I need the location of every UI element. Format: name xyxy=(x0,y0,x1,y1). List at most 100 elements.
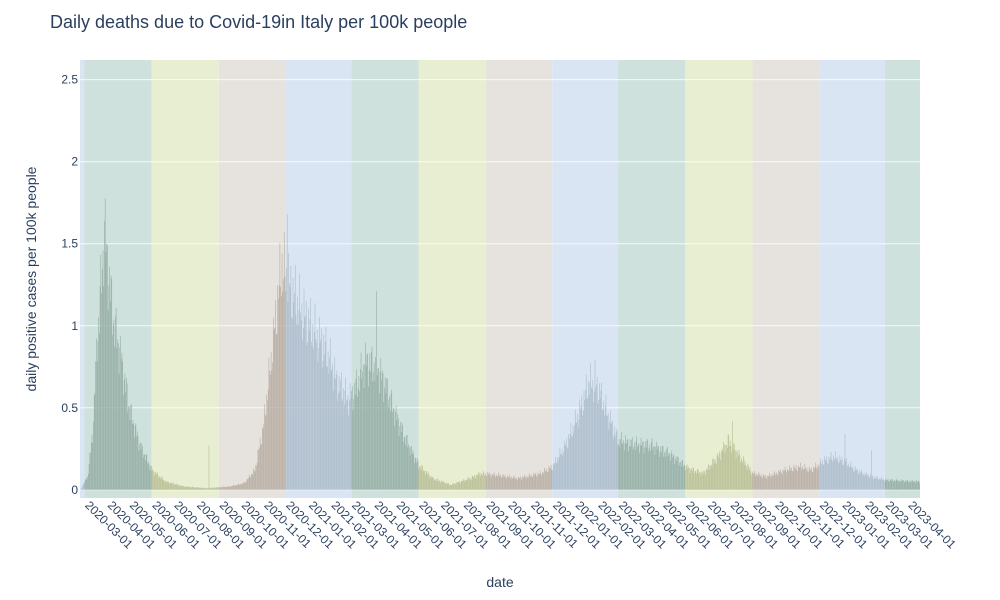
bar xyxy=(527,477,529,490)
bar xyxy=(586,398,588,490)
bar xyxy=(717,453,719,490)
bar xyxy=(128,407,130,490)
bar xyxy=(817,464,819,490)
bar xyxy=(153,475,155,490)
bar xyxy=(789,468,791,490)
bar xyxy=(218,487,220,490)
bar xyxy=(168,482,170,490)
bar xyxy=(156,474,157,490)
bar xyxy=(247,478,249,490)
bar xyxy=(718,457,719,490)
bar xyxy=(796,469,798,490)
bar xyxy=(98,316,99,490)
bar xyxy=(324,354,325,490)
chart-title: Daily deaths due to Covid-19in Italy per… xyxy=(50,12,468,32)
bar xyxy=(778,471,780,490)
bar xyxy=(505,477,507,490)
bar xyxy=(865,471,867,490)
bar xyxy=(453,484,455,490)
bar xyxy=(252,473,254,490)
bar xyxy=(718,451,720,490)
bar xyxy=(610,410,611,490)
bar xyxy=(410,447,412,490)
bar xyxy=(157,473,159,490)
bar xyxy=(130,404,132,490)
bar xyxy=(620,432,622,490)
bar xyxy=(808,466,810,490)
bar xyxy=(425,470,427,490)
bar xyxy=(655,446,656,490)
bar xyxy=(599,398,601,490)
bar xyxy=(265,416,267,490)
bar xyxy=(316,342,317,490)
bar xyxy=(419,466,420,490)
bar xyxy=(653,446,655,490)
bar xyxy=(259,437,261,490)
bar xyxy=(506,478,507,490)
bar xyxy=(178,484,180,490)
bar xyxy=(660,446,662,490)
bar xyxy=(591,389,593,490)
bar xyxy=(642,441,644,490)
bar xyxy=(285,290,287,490)
bar xyxy=(680,466,682,490)
bar xyxy=(393,409,395,490)
bar xyxy=(840,459,841,490)
bar xyxy=(523,477,524,490)
x-axis-title: date xyxy=(486,574,513,590)
bar xyxy=(212,487,213,490)
bar xyxy=(642,441,643,490)
bar xyxy=(470,478,472,490)
bar xyxy=(400,422,401,490)
bar xyxy=(436,478,438,490)
bar xyxy=(860,471,862,490)
bar xyxy=(406,434,408,490)
bar xyxy=(416,462,417,490)
bar xyxy=(748,465,749,490)
bar xyxy=(637,444,639,490)
bar xyxy=(112,334,113,490)
bar xyxy=(659,456,660,490)
bar xyxy=(664,451,666,490)
bar xyxy=(297,296,298,490)
bar xyxy=(886,480,887,490)
bar xyxy=(104,220,105,490)
bar xyxy=(851,467,852,490)
bar xyxy=(360,369,361,490)
season-band-summer xyxy=(685,60,753,498)
bar xyxy=(881,479,883,490)
bar xyxy=(760,474,762,490)
bar xyxy=(599,383,600,490)
bar xyxy=(106,243,107,490)
bar xyxy=(675,458,676,490)
bar xyxy=(843,459,845,490)
bar xyxy=(918,480,920,490)
bar xyxy=(118,373,120,490)
bar xyxy=(372,381,374,490)
bar xyxy=(337,400,338,490)
bar xyxy=(656,441,657,490)
bar xyxy=(621,443,623,490)
bar xyxy=(253,470,255,490)
bar xyxy=(885,478,887,490)
bar xyxy=(666,448,667,490)
bar xyxy=(115,315,116,490)
bar xyxy=(421,465,423,490)
bar xyxy=(286,267,287,490)
bar xyxy=(623,440,624,490)
bar xyxy=(135,423,137,490)
bar xyxy=(794,467,795,490)
bar xyxy=(296,324,298,490)
bar xyxy=(667,455,669,490)
bar xyxy=(485,475,487,490)
bar xyxy=(324,341,326,490)
bar xyxy=(634,449,636,490)
bar xyxy=(325,326,327,490)
bar xyxy=(547,471,549,490)
bar xyxy=(734,444,735,490)
bar xyxy=(638,443,640,490)
bar xyxy=(854,470,855,490)
bar xyxy=(213,487,215,490)
bar xyxy=(249,476,251,490)
bar xyxy=(547,472,548,490)
